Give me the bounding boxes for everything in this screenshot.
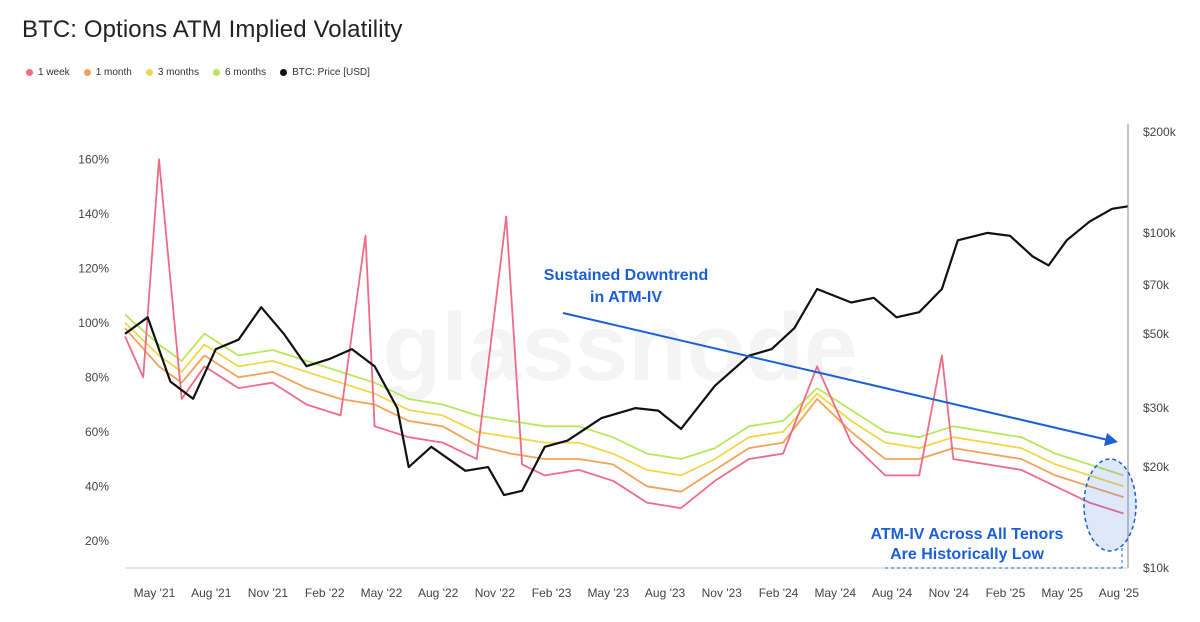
legend-label-btc-price: BTC: Price [USD] <box>292 67 370 78</box>
annotation-low-line1: ATM-IV Across All Tenors <box>871 526 1064 543</box>
y-left-tick-label: 60% <box>85 425 109 439</box>
legend-label-3-months: 3 months <box>157 67 199 78</box>
x-tick-label: May '24 <box>814 586 856 600</box>
x-tick-label: Feb '24 <box>759 586 799 600</box>
series-line-6-months <box>124 313 1124 477</box>
x-tick-label: Aug '23 <box>645 586 686 600</box>
x-tick-label: May '25 <box>1041 586 1083 600</box>
y-left-tick-label: 140% <box>78 207 109 221</box>
x-tick-label: Feb '25 <box>986 586 1026 600</box>
y-right-tick-label: $100k <box>1143 226 1177 240</box>
annotations-layer: Sustained Downtrend in ATM-IV ATM-IV Acros… <box>544 267 1137 569</box>
x-tick-label: Nov '23 <box>702 586 743 600</box>
series-layer <box>124 158 1129 515</box>
y-right-tick-label: $10k <box>1143 561 1170 575</box>
x-tick-label: Nov '22 <box>475 586 516 600</box>
y-left-tick-label: 100% <box>78 316 109 330</box>
series-line-1-month <box>124 327 1124 498</box>
y-left-tick-label: 120% <box>78 261 109 275</box>
x-tick-label: Feb '22 <box>305 586 345 600</box>
x-tick-label: Aug '24 <box>872 586 913 600</box>
legend-swatch-6-months <box>212 69 220 76</box>
legend-item-1-week[interactable]: 1 week <box>26 67 70 78</box>
y-right-tick-label: $70k <box>1143 278 1170 292</box>
series-line-3-months <box>124 322 1124 488</box>
annotation-downtrend-line2: in ATM-IV <box>590 289 662 306</box>
y-left-tick-label: 40% <box>85 479 109 493</box>
x-tick-label: Feb '23 <box>532 586 572 600</box>
annotation-low-line2: Are Historically Low <box>890 546 1044 563</box>
y-left-tick-label: 80% <box>85 370 109 384</box>
x-tick-label: Aug '22 <box>418 586 459 600</box>
legend: 1 week 1 month 3 months 6 months BTC: Pr… <box>26 67 370 78</box>
watermark-text: glassnode <box>383 294 858 401</box>
legend-label-1-week: 1 week <box>38 67 70 78</box>
y-right-tick-label: $200k <box>1143 125 1177 139</box>
y-left-tick-label: 20% <box>85 534 109 548</box>
x-tick-label: May '21 <box>134 586 176 600</box>
legend-swatch-1-month <box>83 69 91 76</box>
x-tick-label: Nov '24 <box>929 586 970 600</box>
legend-label-6-months: 6 months <box>224 67 267 78</box>
y-right-tick-label: $20k <box>1143 460 1170 474</box>
x-tick-label: May '22 <box>361 586 403 600</box>
legend-swatch-3-months <box>145 69 153 76</box>
y-left-tick-label: 160% <box>78 152 109 166</box>
legend-swatch-1-week <box>26 69 33 76</box>
series-line-btc-price-usd <box>124 205 1129 497</box>
x-tick-label: May '23 <box>588 586 630 600</box>
highlight-ellipse <box>1083 458 1137 552</box>
annotation-downtrend-line1: Sustained Downtrend <box>544 267 708 284</box>
legend-item-1-month[interactable]: 1 month <box>83 67 132 78</box>
chart-title: BTC: Options ATM Implied Volatility <box>22 16 403 43</box>
legend-item-3-months[interactable]: 3 months <box>145 67 199 78</box>
watermark: glassnode <box>383 294 858 401</box>
y-right-tick-label: $30k <box>1143 401 1170 415</box>
trend-arrow-head <box>1104 433 1118 446</box>
legend-swatch-btc-price <box>280 69 288 76</box>
x-tick-label: Nov '21 <box>248 586 289 600</box>
series-line-1-week <box>124 158 1124 515</box>
legend-label-1-month: 1 month <box>95 67 132 78</box>
axes-layer: 160% 140% 120% 100% 80% 60% 40% 20% $200k $100k $7… <box>78 124 1177 600</box>
x-tick-label: Aug '21 <box>191 586 232 600</box>
y-right-tick-label: $50k <box>1143 327 1170 341</box>
x-tick-label: Aug '25 <box>1099 586 1140 600</box>
trend-arrow-line <box>562 312 1109 441</box>
legend-item-btc-price[interactable]: BTC: Price [USD] <box>280 67 370 78</box>
legend-item-6-months[interactable]: 6 months <box>212 67 267 78</box>
